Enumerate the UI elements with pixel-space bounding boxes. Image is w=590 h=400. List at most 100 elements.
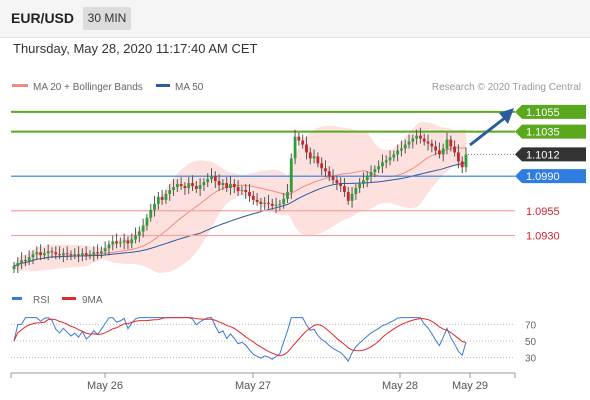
candle-body: [274, 204, 278, 206]
candle-body: [58, 254, 61, 256]
candle-body: [293, 136, 297, 159]
candle-body: [80, 253, 84, 256]
legend-rsi: RSI: [33, 295, 50, 306]
candle-body: [453, 146, 457, 153]
candle-body: [191, 183, 194, 187]
candle-body: [449, 139, 453, 147]
chart-datetime: Thursday, May 28, 2020 11:17:40 AM CET: [13, 41, 258, 56]
price-tag-box: [515, 169, 586, 184]
candle-body: [65, 253, 69, 255]
candle-body: [61, 253, 65, 256]
candle-body: [415, 135, 419, 139]
candle-body: [434, 146, 438, 151]
candle-body: [42, 253, 46, 256]
candle-body: [403, 144, 407, 149]
candle-body: [84, 253, 88, 256]
candle-body: [312, 156, 316, 159]
price-tag-label: 1.0930: [526, 230, 560, 242]
candle-body: [240, 190, 244, 191]
candle-body: [77, 254, 80, 256]
candle-body: [183, 186, 187, 189]
price-tag-box: [515, 104, 586, 119]
candle-body: [411, 138, 415, 142]
candle-body: [346, 191, 350, 201]
candle-body: [213, 176, 217, 182]
candle-body: [259, 201, 263, 204]
candle-body: [69, 254, 73, 256]
candle-body: [111, 241, 115, 245]
price-levels: 1.1055 1.1035 1.1012 1.0990 1.0955 1.0930: [11, 104, 586, 242]
candle-body: [107, 244, 111, 249]
candle-body: [198, 185, 202, 190]
bollinger-band-fill: [14, 122, 466, 274]
candle-body: [236, 187, 240, 191]
candle-body: [27, 257, 31, 262]
candle-body: [426, 141, 430, 144]
candle-body: [430, 143, 434, 147]
candle-body: [278, 203, 282, 205]
candle-body: [377, 166, 381, 170]
price-tag-label: 1.0955: [526, 206, 560, 218]
candle-body: [210, 176, 213, 180]
ma50-line: [13, 162, 467, 267]
candle-body: [457, 152, 460, 162]
candle-body: [16, 263, 20, 267]
candle-body: [46, 251, 50, 254]
candle-body: [232, 184, 236, 188]
candle-body: [153, 203, 156, 210]
candle-body: [20, 260, 23, 264]
candle-body: [194, 186, 198, 190]
candle-body: [172, 187, 175, 190]
candle-body: [407, 141, 411, 145]
candle-body: [339, 183, 343, 187]
candle-body: [164, 193, 168, 200]
price-tag-box: [515, 147, 586, 162]
candle-body: [267, 202, 270, 204]
candle-body: [388, 157, 392, 161]
candle-body: [202, 182, 206, 186]
candle-body: [369, 172, 373, 177]
candle-body: [248, 191, 251, 196]
candle-body: [99, 251, 103, 254]
forecast-arrow-icon: [469, 108, 514, 147]
candle-body: [137, 231, 141, 236]
candle-body: [73, 254, 77, 256]
candle-body: [23, 260, 27, 262]
candle-body: [229, 184, 232, 189]
chart-header-bar: EUR/USD 30 MIN: [0, 0, 590, 38]
candle-body: [149, 209, 153, 218]
candle-body: [88, 254, 92, 256]
candle-body: [460, 161, 464, 168]
candle-body: [156, 196, 160, 204]
candle-body: [400, 148, 403, 151]
timeframe-button[interactable]: 30 MIN: [83, 7, 131, 30]
chart-credit: Research © 2020 Trading Central: [432, 82, 581, 93]
candles: [12, 127, 468, 274]
candle-body: [358, 184, 362, 189]
price-tag-box: [515, 124, 586, 139]
candle-body: [168, 190, 172, 194]
candle-body: [316, 156, 320, 164]
x-tick-label: May 27: [235, 380, 271, 392]
candle-body: [464, 154, 468, 168]
candle-body: [251, 195, 255, 200]
candle-body: [350, 193, 354, 201]
candle-body: [324, 168, 327, 172]
rsi-lines: [13, 317, 467, 362]
price-tag-label: 1.1035: [526, 127, 560, 139]
candle-body: [286, 191, 289, 199]
candle-body: [96, 252, 99, 254]
candle-body: [320, 163, 324, 169]
rsi-grid: 70 50 30: [11, 320, 537, 365]
candle-body: [145, 217, 149, 226]
candle-body: [297, 136, 301, 141]
candle-body: [384, 160, 388, 163]
candle-body: [160, 196, 164, 200]
price-tag-label: 1.1055: [526, 107, 560, 119]
candle-body: [365, 176, 369, 181]
candle-body: [39, 252, 42, 256]
candle-body: [441, 148, 445, 155]
candle-body: [445, 139, 449, 149]
legend-swatch-ma50: [156, 84, 170, 87]
